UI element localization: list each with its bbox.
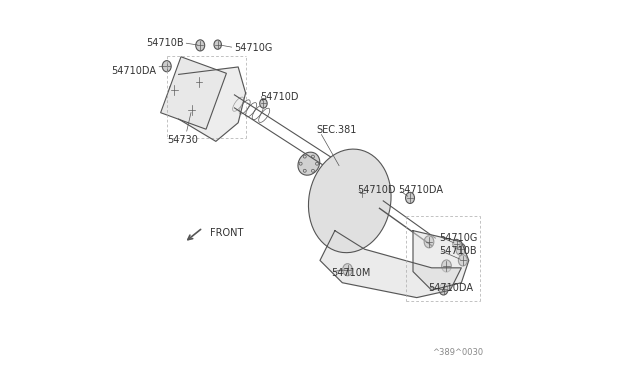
Ellipse shape (453, 240, 460, 249)
Text: 54710B: 54710B (439, 246, 477, 256)
Text: 54710D: 54710D (260, 92, 299, 102)
Ellipse shape (456, 243, 465, 255)
Text: 54710G: 54710G (234, 44, 273, 53)
Ellipse shape (406, 192, 415, 203)
Text: 54710DA: 54710DA (398, 185, 443, 195)
Bar (161, 57, 227, 129)
Ellipse shape (298, 152, 320, 175)
Ellipse shape (187, 104, 196, 116)
Polygon shape (179, 67, 246, 141)
Polygon shape (320, 231, 461, 298)
Text: 54710G: 54710G (439, 233, 477, 243)
Ellipse shape (196, 40, 205, 51)
Ellipse shape (439, 284, 448, 295)
Text: 54710B: 54710B (147, 38, 184, 48)
Text: ^389^0030: ^389^0030 (433, 348, 484, 357)
Ellipse shape (424, 236, 434, 248)
Text: 54710DA: 54710DA (111, 66, 156, 76)
Text: 54730: 54730 (168, 135, 198, 144)
Ellipse shape (163, 61, 172, 72)
Ellipse shape (170, 84, 179, 96)
Ellipse shape (342, 264, 353, 276)
Ellipse shape (260, 99, 267, 108)
Ellipse shape (195, 76, 204, 88)
Ellipse shape (442, 260, 451, 272)
Text: 54710M: 54710M (331, 269, 371, 278)
Text: 54710D: 54710D (357, 185, 396, 195)
Ellipse shape (308, 149, 391, 253)
Ellipse shape (358, 189, 366, 198)
Ellipse shape (458, 255, 467, 266)
Text: 54710DA: 54710DA (428, 283, 473, 293)
Polygon shape (413, 231, 468, 290)
Text: SEC.381: SEC.381 (316, 125, 356, 135)
Ellipse shape (214, 40, 221, 49)
Text: FRONT: FRONT (211, 228, 244, 237)
